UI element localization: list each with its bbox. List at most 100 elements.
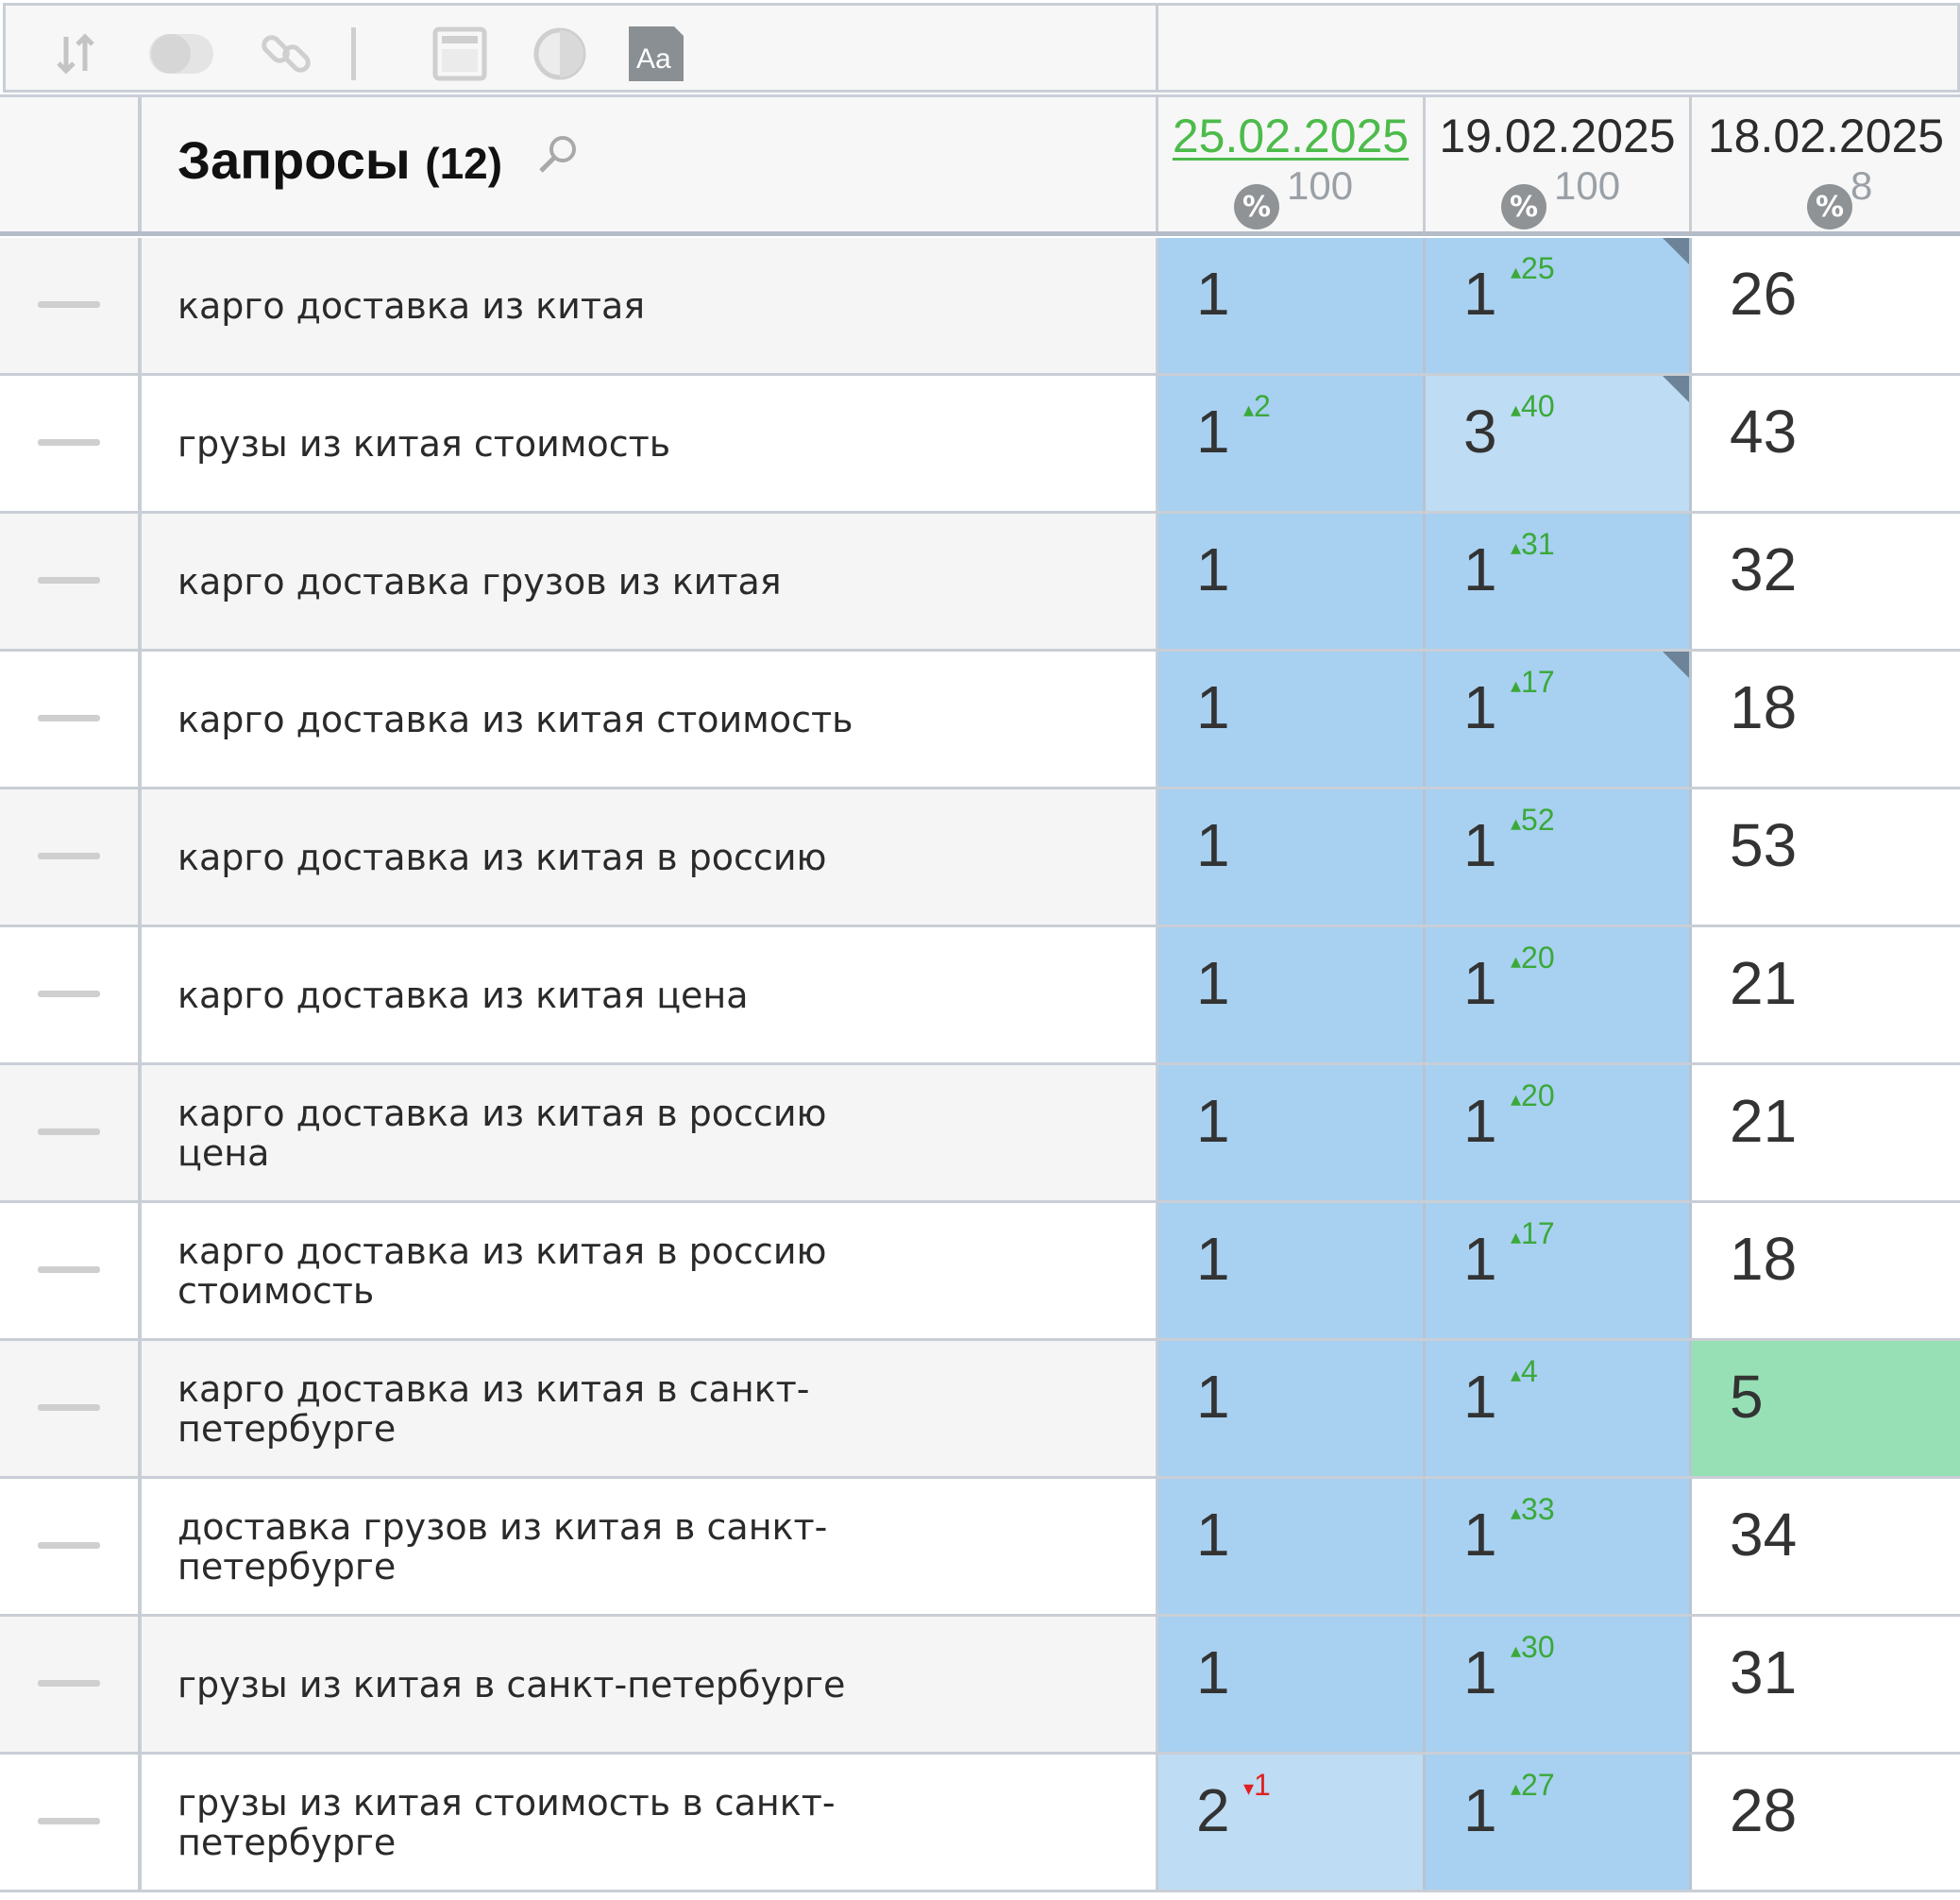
query-cell: грузы из китая стоимость в санкт-петербу…: [142, 1755, 1158, 1890]
position-cell[interactable]: 1 ▴25: [1426, 238, 1692, 373]
position-cell[interactable]: 18: [1692, 652, 1960, 787]
query-text: грузы из китая в санкт-петербурге: [177, 1663, 846, 1705]
arrow-up-icon: ▴: [1511, 811, 1522, 835]
arrow-up-icon: ▴: [1511, 1363, 1522, 1386]
date-column-3: 18.02.2025 % 8: [1692, 97, 1960, 231]
date-percent-2: 100: [1554, 163, 1621, 208]
drag-handle-icon[interactable]: [38, 991, 100, 997]
arrow-up-icon: ▴: [1511, 260, 1522, 283]
delta-value: 17: [1521, 665, 1555, 699]
table-header: Запросы (12) 25.02.2025 % 100 19.02.2025…: [0, 94, 1960, 236]
text-style-icon[interactable]: Aa: [629, 26, 684, 81]
query-text: грузы из китая стоимость: [177, 422, 671, 465]
date-percent-3: 8: [1850, 163, 1873, 208]
arrow-up-icon: ▴: [1511, 1501, 1522, 1524]
position-cell[interactable]: 1: [1158, 1617, 1426, 1752]
row-handle-cell: [0, 514, 142, 649]
position-cell[interactable]: 1 ▴52: [1426, 789, 1692, 925]
position-cell[interactable]: 1 ▴31: [1426, 514, 1692, 649]
position-cell[interactable]: 1: [1158, 652, 1426, 787]
drag-handle-icon[interactable]: [38, 853, 100, 859]
query-text: карго доставка из китая цена: [177, 974, 749, 1016]
position-value: 1: [1196, 811, 1230, 879]
position-cell[interactable]: 1: [1158, 1341, 1426, 1476]
position-delta-down: ▾1: [1243, 1768, 1271, 1803]
percent-icon[interactable]: %: [1234, 184, 1279, 229]
drag-handle-icon[interactable]: [38, 1542, 100, 1549]
arrow-up-icon: ▴: [1511, 949, 1522, 973]
drag-handle-icon[interactable]: [38, 1128, 100, 1135]
position-cell[interactable]: 18: [1692, 1203, 1960, 1338]
drag-handle-icon[interactable]: [38, 577, 100, 584]
date-column-1: 25.02.2025 % 100: [1158, 97, 1426, 231]
toggle-icon[interactable]: [147, 26, 215, 81]
drag-handle-icon[interactable]: [38, 301, 100, 308]
position-value: 31: [1730, 1638, 1798, 1706]
position-value: 1: [1463, 1501, 1497, 1569]
position-cell[interactable]: 1: [1158, 927, 1426, 1062]
position-cell[interactable]: 2 ▾1: [1158, 1755, 1426, 1890]
position-cell[interactable]: 34: [1692, 1479, 1960, 1614]
position-value: 1: [1463, 1776, 1497, 1844]
row-handle-cell: [0, 1065, 142, 1200]
position-cell[interactable]: 32: [1692, 514, 1960, 649]
position-value: 18: [1730, 673, 1798, 741]
position-cell[interactable]: 28: [1692, 1755, 1960, 1890]
position-cell[interactable]: 21: [1692, 1065, 1960, 1200]
drag-handle-icon[interactable]: [38, 439, 100, 446]
position-value: 1: [1196, 1638, 1230, 1706]
percent-icon[interactable]: %: [1807, 184, 1852, 229]
contrast-icon[interactable]: [532, 26, 587, 81]
drag-handle-icon[interactable]: [38, 1818, 100, 1824]
drag-handle-icon[interactable]: [38, 715, 100, 721]
position-cell[interactable]: 1: [1158, 238, 1426, 373]
queries-title-text: Запросы: [177, 130, 411, 190]
position-cell[interactable]: 1: [1158, 514, 1426, 649]
position-cell[interactable]: 26: [1692, 238, 1960, 373]
position-cell[interactable]: 53: [1692, 789, 1960, 925]
position-cell[interactable]: 1 ▴33: [1426, 1479, 1692, 1614]
position-cell[interactable]: 1 ▴17: [1426, 1203, 1692, 1338]
link-icon[interactable]: [259, 26, 313, 81]
drag-handle-icon[interactable]: [38, 1404, 100, 1411]
position-cell[interactable]: 1: [1158, 1065, 1426, 1200]
text-style-label: Aa: [636, 43, 671, 75]
position-cell[interactable]: 1 ▴27: [1426, 1755, 1692, 1890]
position-delta-up: ▴25: [1511, 251, 1555, 286]
position-cell[interactable]: 1 ▴4: [1426, 1341, 1692, 1476]
position-cell[interactable]: 43: [1692, 376, 1960, 511]
drag-handle-icon[interactable]: [38, 1680, 100, 1687]
position-cell[interactable]: 1: [1158, 789, 1426, 925]
table-view-icon[interactable]: [432, 26, 487, 81]
position-value: 18: [1730, 1225, 1798, 1293]
query-cell: грузы из китая в санкт-петербурге: [142, 1617, 1158, 1752]
position-cell[interactable]: 1 ▴17: [1426, 652, 1692, 787]
position-cell[interactable]: 1: [1158, 1479, 1426, 1614]
delta-value: 20: [1521, 1078, 1555, 1112]
position-cell[interactable]: 31: [1692, 1617, 1960, 1752]
table-row: карго доставка из китая в россию 1 1 ▴52 53: [0, 789, 1960, 927]
position-value: 21: [1730, 1087, 1798, 1155]
date-label-2[interactable]: 19.02.2025: [1439, 110, 1676, 162]
position-cell[interactable]: 21: [1692, 927, 1960, 1062]
date-link-1[interactable]: 25.02.2025: [1172, 110, 1410, 162]
position-cell[interactable]: 1 ▴2: [1158, 376, 1426, 511]
position-cell[interactable]: 1 ▴20: [1426, 1065, 1692, 1200]
position-cell[interactable]: 1: [1158, 1203, 1426, 1338]
sort-icon[interactable]: [48, 26, 103, 81]
search-icon[interactable]: [536, 133, 580, 180]
separator: [344, 26, 363, 81]
position-cell[interactable]: 5: [1692, 1341, 1960, 1476]
query-cell: карго доставка из китая в россию цена: [142, 1065, 1158, 1200]
position-cell[interactable]: 1 ▴20: [1426, 927, 1692, 1062]
position-cell[interactable]: 3 ▴40: [1426, 376, 1692, 511]
position-cell[interactable]: 1 ▴30: [1426, 1617, 1692, 1752]
query-cell: карго доставка из китая: [142, 238, 1158, 373]
drag-handle-icon[interactable]: [38, 1266, 100, 1273]
date-label-3[interactable]: 18.02.2025: [1707, 110, 1945, 162]
percent-icon[interactable]: %: [1501, 184, 1546, 229]
arrow-up-icon: ▴: [1243, 398, 1255, 421]
corner-marker-icon: [1663, 652, 1689, 678]
position-value: 1: [1463, 535, 1497, 603]
arrow-up-icon: ▴: [1511, 398, 1522, 421]
